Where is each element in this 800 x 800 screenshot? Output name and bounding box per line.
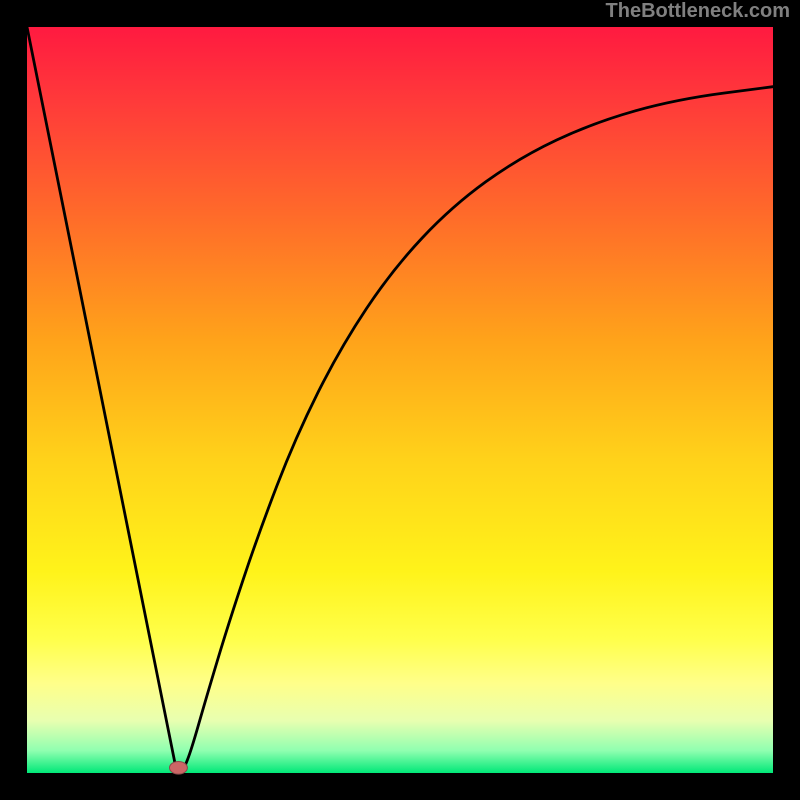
bottleneck-curve-chart bbox=[0, 0, 800, 800]
chart-container: TheBottleneck.com bbox=[0, 0, 800, 800]
minimum-marker bbox=[169, 761, 187, 774]
plot-background bbox=[27, 27, 773, 773]
watermark-text: TheBottleneck.com bbox=[606, 0, 790, 23]
